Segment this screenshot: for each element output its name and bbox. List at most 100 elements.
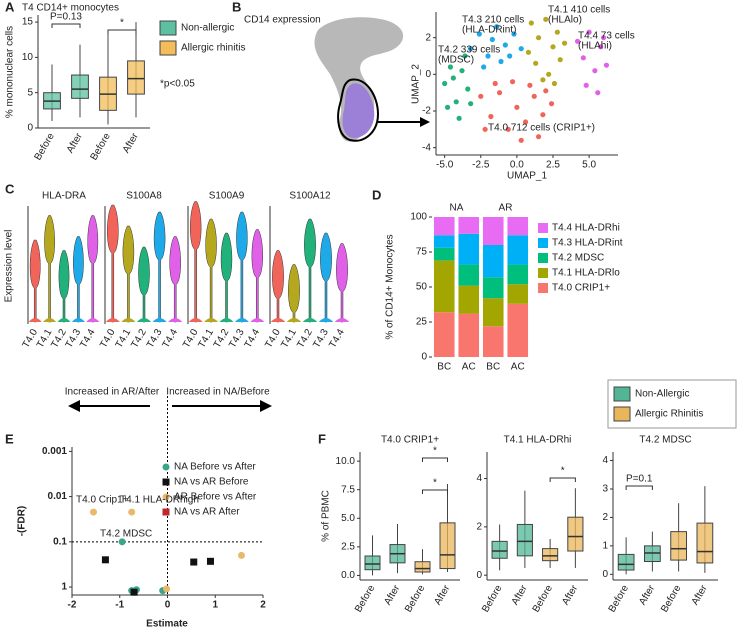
legend-swatch: [538, 238, 548, 248]
violin-base: [43, 318, 57, 322]
x-tick-label: T4.2: [212, 327, 232, 350]
annotation: *: [433, 446, 437, 457]
legend-swatch: [538, 283, 548, 293]
bar-segment: [482, 298, 504, 327]
annotation: *: [561, 466, 565, 477]
point: [525, 49, 532, 55]
point: [531, 93, 537, 99]
x-tick-label: BC: [486, 362, 500, 373]
bar-segment: [507, 264, 529, 285]
point: [465, 86, 471, 92]
point: [603, 62, 610, 68]
x-tick-label: Before: [353, 583, 377, 614]
x-tick-label: T4.4: [243, 327, 263, 350]
bar-segment: [433, 260, 455, 313]
annotation: (HLAhi): [578, 41, 612, 52]
x-tick-label: T4.4: [161, 327, 181, 350]
y-tick-label: 75: [416, 247, 428, 258]
x-tick-label: BC: [437, 362, 451, 373]
violin-base: [286, 318, 302, 322]
point: [522, 119, 529, 125]
violin-base: [219, 318, 234, 322]
point: [511, 31, 517, 37]
x-tick-label: After: [382, 583, 402, 607]
legend-label: NA Before vs After: [174, 462, 256, 473]
x-tick-label: T4.2: [295, 327, 315, 350]
legend-marker: [162, 478, 170, 486]
bar-segment: [482, 326, 504, 357]
bracket: [422, 489, 448, 494]
violin-base: [250, 318, 265, 322]
point: [600, 35, 607, 41]
box: [670, 531, 687, 561]
legend-swatch: [538, 268, 548, 278]
panel-label: D: [372, 187, 381, 202]
violin: [122, 225, 135, 323]
x-tick-label: 5.0: [582, 160, 596, 171]
point: [546, 71, 552, 77]
annotation: *: [120, 18, 124, 29]
violin: [73, 236, 84, 323]
legend-label: T4.0 CRIP1+: [552, 283, 610, 294]
y-axis-label: -(FDR): [17, 506, 28, 537]
point: [543, 16, 549, 22]
point: [554, 29, 560, 35]
y-tick-label: 100: [410, 212, 427, 223]
violin-base: [28, 318, 42, 322]
x-tick-label: 1: [212, 600, 218, 611]
bar-segment: [482, 217, 504, 245]
point: [518, 46, 524, 52]
y-tick-label: 5.0: [341, 513, 355, 524]
x-tick-label: AC: [511, 362, 525, 373]
point: [468, 101, 474, 107]
x-tick-label: T4.1: [114, 327, 134, 350]
point: [482, 126, 488, 132]
point: [533, 60, 539, 66]
point: [580, 55, 586, 61]
y-tick-label: 0.1: [53, 536, 67, 547]
point: [453, 99, 459, 105]
point: [598, 44, 604, 50]
x-tick-label: After: [510, 583, 530, 607]
y-tick-label: 0: [27, 123, 33, 134]
legend-label: Allergic rhinitis: [181, 43, 245, 54]
violin: [138, 246, 150, 323]
violin: [169, 236, 181, 323]
violin: [251, 229, 263, 323]
legend-marker: [162, 463, 170, 471]
point: [128, 508, 136, 516]
violin-base: [334, 318, 350, 322]
x-tick-label: 2.5: [546, 160, 560, 171]
point: [444, 104, 451, 110]
point: [89, 508, 97, 516]
x-tick-label: After: [637, 583, 657, 607]
point: [505, 126, 511, 132]
legend-swatch: [538, 253, 548, 263]
bar-segment: [507, 284, 529, 304]
box: [516, 523, 533, 557]
bar-segment: [433, 247, 455, 261]
point: [548, 101, 555, 107]
x-tick-label: Before: [480, 583, 504, 614]
point: [459, 68, 465, 74]
violin-base: [86, 318, 100, 322]
point: [561, 40, 568, 46]
box: [542, 548, 559, 562]
bar-segment: [433, 217, 455, 236]
point: [540, 77, 546, 83]
point: [481, 64, 487, 70]
x-tick-label: T4.3: [227, 327, 247, 350]
chart-title: T4 CD14+ monocytes: [22, 3, 119, 14]
violin-base: [105, 318, 120, 322]
box: [364, 555, 381, 571]
facet-title: S100A12: [289, 191, 331, 202]
y-tick-label: 2: [476, 522, 482, 533]
point: [551, 80, 558, 87]
point: [190, 558, 198, 566]
violin: [190, 201, 202, 323]
umap-overview: [314, 17, 430, 142]
point: [540, 112, 546, 118]
x-tick-label: -5.0: [436, 160, 454, 171]
annotation: (HLA-DRint): [462, 25, 516, 36]
violin: [44, 215, 55, 323]
